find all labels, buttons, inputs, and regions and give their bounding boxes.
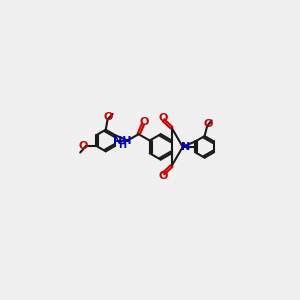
Text: O: O bbox=[158, 171, 168, 181]
Text: O: O bbox=[158, 113, 168, 123]
Text: O: O bbox=[79, 141, 88, 151]
Text: H: H bbox=[118, 140, 127, 150]
Text: O: O bbox=[139, 117, 149, 127]
Text: NH: NH bbox=[113, 136, 132, 146]
Text: O: O bbox=[104, 112, 113, 122]
Text: O: O bbox=[203, 119, 213, 129]
Text: N: N bbox=[181, 142, 190, 152]
